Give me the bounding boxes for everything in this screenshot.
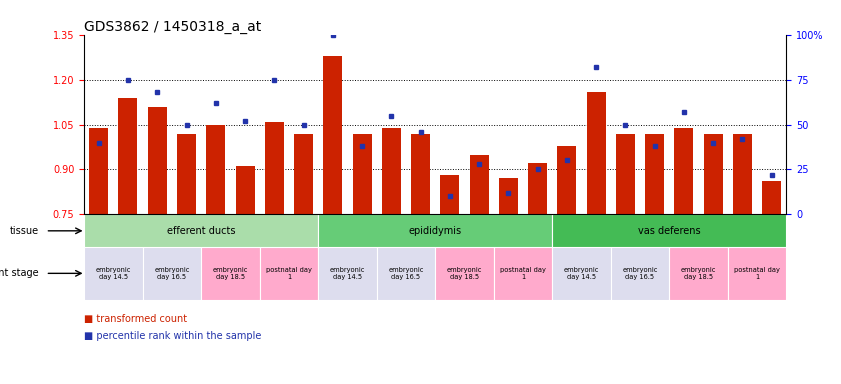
Bar xyxy=(119,98,137,215)
Bar xyxy=(294,134,313,215)
Bar xyxy=(727,247,786,300)
Bar xyxy=(177,134,196,215)
Bar xyxy=(265,121,283,215)
Text: postnatal day
1: postnatal day 1 xyxy=(266,267,312,280)
Text: ■ percentile rank within the sample: ■ percentile rank within the sample xyxy=(84,331,262,341)
Bar xyxy=(436,247,494,300)
Bar xyxy=(611,247,669,300)
Text: postnatal day
1: postnatal day 1 xyxy=(500,267,546,280)
Text: efferent ducts: efferent ducts xyxy=(167,226,235,236)
Bar xyxy=(318,215,553,247)
Bar xyxy=(441,175,459,215)
Bar xyxy=(235,167,255,215)
Text: postnatal day
1: postnatal day 1 xyxy=(734,267,780,280)
Bar xyxy=(411,134,430,215)
Text: embryonic
day 16.5: embryonic day 16.5 xyxy=(389,267,424,280)
Text: embryonic
day 14.5: embryonic day 14.5 xyxy=(96,267,131,280)
Bar xyxy=(669,247,727,300)
Text: epididymis: epididymis xyxy=(409,226,462,236)
Bar xyxy=(201,247,260,300)
Bar xyxy=(616,134,635,215)
Bar xyxy=(674,127,694,215)
Text: tissue: tissue xyxy=(9,226,39,236)
Bar xyxy=(553,247,611,300)
Bar xyxy=(494,247,553,300)
Bar xyxy=(645,134,664,215)
Bar xyxy=(323,56,342,215)
Text: embryonic
day 18.5: embryonic day 18.5 xyxy=(447,267,482,280)
Text: embryonic
day 16.5: embryonic day 16.5 xyxy=(622,267,658,280)
Bar xyxy=(89,127,108,215)
Bar xyxy=(148,106,167,215)
Bar xyxy=(499,179,518,215)
Bar xyxy=(469,154,489,215)
Bar xyxy=(382,127,401,215)
Text: embryonic
day 14.5: embryonic day 14.5 xyxy=(330,267,365,280)
Text: development stage: development stage xyxy=(0,268,39,278)
Bar xyxy=(553,215,786,247)
Text: embryonic
day 18.5: embryonic day 18.5 xyxy=(681,267,717,280)
Bar xyxy=(352,134,372,215)
Bar xyxy=(762,182,781,215)
Bar xyxy=(528,164,547,215)
Bar xyxy=(84,247,143,300)
Text: ■ transformed count: ■ transformed count xyxy=(84,314,188,324)
Bar xyxy=(558,146,576,215)
Text: embryonic
day 14.5: embryonic day 14.5 xyxy=(563,267,599,280)
Bar xyxy=(143,247,201,300)
Text: GDS3862 / 1450318_a_at: GDS3862 / 1450318_a_at xyxy=(84,20,262,33)
Text: embryonic
day 16.5: embryonic day 16.5 xyxy=(154,267,189,280)
Bar xyxy=(377,247,436,300)
Text: embryonic
day 18.5: embryonic day 18.5 xyxy=(213,267,248,280)
Bar xyxy=(318,247,377,300)
Bar xyxy=(704,134,722,215)
Bar xyxy=(260,247,318,300)
Text: vas deferens: vas deferens xyxy=(638,226,701,236)
Bar xyxy=(733,134,752,215)
Bar xyxy=(587,91,606,215)
Bar xyxy=(206,124,225,215)
Bar xyxy=(84,215,318,247)
